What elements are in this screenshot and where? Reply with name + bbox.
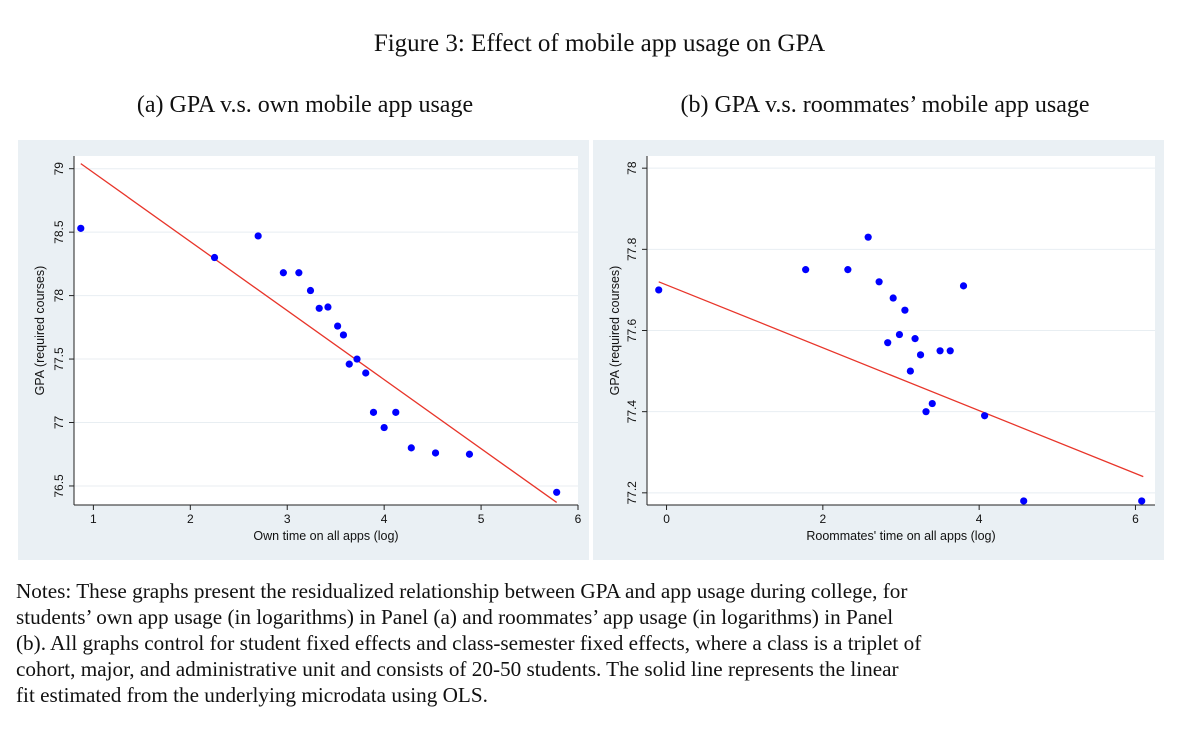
- notes-line: (b). All graphs control for student fixe…: [16, 631, 922, 655]
- data-point: [407, 444, 415, 452]
- data-point: [981, 412, 989, 420]
- y-tick-label: 77.4: [625, 400, 639, 424]
- data-point: [875, 278, 883, 286]
- panel-a-chart: 76.5 77 77.5 78 78.5 79 1 2 3 4 5 6 Own time on all …: [18, 140, 589, 560]
- data-point: [362, 369, 370, 377]
- data-point: [279, 269, 287, 277]
- x-tick-label: 3: [284, 512, 291, 526]
- data-point: [431, 449, 440, 457]
- x-axis-label: Roommates' time on all apps (log): [806, 529, 995, 543]
- notes-line: fit estimated from the underlying microd…: [16, 683, 488, 707]
- x-axis-label: Own time on all apps (log): [253, 529, 398, 543]
- data-point: [946, 347, 954, 355]
- panel-b-plot: 77.2 77.4 77.6 77.8 78 0 2 4 6 Roommates' time on…: [608, 156, 1155, 543]
- panel-b-title: (b) GPA v.s. roommates’ mobile app usage: [680, 92, 1090, 118]
- y-axis-label: GPA (required courses): [608, 266, 622, 396]
- y-tick-label: 76.5: [52, 474, 66, 498]
- data-point: [315, 304, 323, 312]
- x-tick-label: 4: [976, 512, 983, 526]
- data-point: [1020, 497, 1028, 505]
- data-point: [889, 294, 897, 302]
- panel-a-plot: 76.5 77 77.5 78 78.5 79 1 2 3 4 5 6 Own time on all …: [33, 156, 582, 543]
- x-tick-label: 2: [187, 512, 194, 526]
- y-tick-label: 77.8: [625, 237, 639, 261]
- x-tick-label: 1: [90, 512, 97, 526]
- data-point: [254, 232, 262, 240]
- data-point: [1138, 497, 1146, 505]
- y-tick-label: 79: [52, 162, 66, 176]
- figure-title: Figure 3: Effect of mobile app usage on …: [373, 30, 826, 57]
- data-point: [928, 399, 936, 408]
- data-point: [353, 355, 361, 363]
- data-point: [465, 450, 474, 458]
- y-tick-label: 77: [52, 416, 66, 430]
- data-point: [895, 330, 904, 339]
- data-point: [392, 408, 400, 416]
- x-tick-label: 6: [1132, 512, 1139, 526]
- y-tick-label: 78.5: [52, 220, 66, 244]
- data-point: [884, 339, 892, 347]
- data-point: [295, 269, 303, 277]
- data-point: [802, 266, 810, 274]
- fit-line: [80, 163, 558, 503]
- data-point: [922, 408, 930, 416]
- notes-line: cohort, major, and administrative unit a…: [16, 657, 899, 681]
- data-point: [380, 423, 388, 432]
- data-point: [77, 224, 85, 232]
- y-tick-label: 77.5: [52, 347, 66, 371]
- x-tick-label: 5: [478, 512, 485, 526]
- data-point: [306, 286, 315, 295]
- data-point: [339, 331, 348, 339]
- data-point: [324, 303, 332, 311]
- data-point: [911, 335, 919, 343]
- y-tick-label: 77.6: [625, 318, 639, 342]
- data-point: [369, 408, 378, 416]
- data-point: [553, 488, 561, 496]
- data-point: [906, 367, 914, 375]
- data-point: [959, 282, 968, 290]
- data-point: [345, 360, 353, 368]
- y-tick-label: 77.2: [625, 481, 639, 505]
- data-point: [655, 286, 663, 294]
- data-point: [864, 233, 872, 241]
- x-tick-label: 0: [663, 512, 670, 526]
- panel-a-title: (a) GPA v.s. own mobile app usage: [136, 92, 474, 118]
- figure-notes: Notes: These graphs present the residual…: [16, 578, 1186, 708]
- data-point: [844, 266, 852, 274]
- data-point: [210, 253, 219, 262]
- y-axis-label: GPA (required courses): [33, 266, 47, 396]
- x-tick-label: 2: [820, 512, 827, 526]
- y-tick-label: 78: [625, 161, 639, 175]
- fit-line: [658, 281, 1144, 478]
- panel-b-chart: 77.2 77.4 77.6 77.8 78 0 2 4 6 Roommates' time on…: [593, 140, 1164, 560]
- plot-area: [74, 156, 578, 505]
- data-point: [334, 322, 342, 330]
- data-point: [901, 306, 909, 314]
- x-tick-label: 4: [381, 512, 388, 526]
- x-tick-label: 6: [575, 512, 582, 526]
- data-point: [936, 347, 944, 355]
- notes-line: Notes: These graphs present the residual…: [16, 579, 908, 603]
- data-point: [916, 351, 925, 359]
- y-tick-label: 78: [52, 289, 66, 303]
- notes-line: students’ own app usage (in logarithms) …: [16, 605, 894, 629]
